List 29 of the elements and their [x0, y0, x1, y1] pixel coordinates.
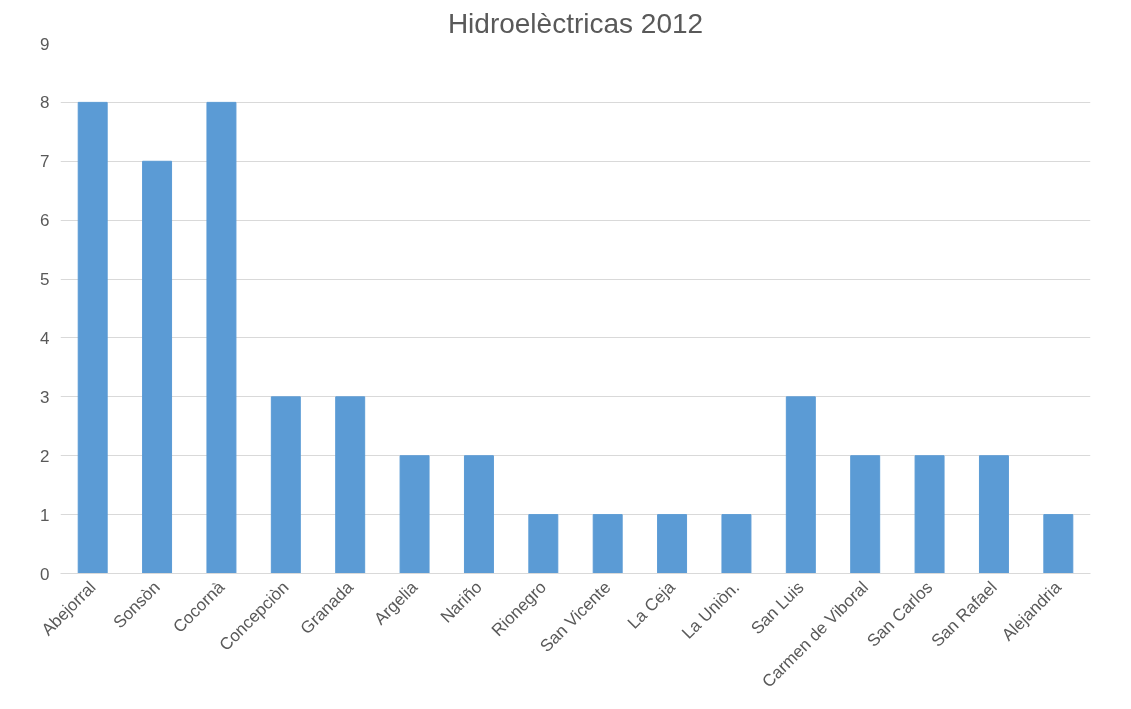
bar — [657, 514, 688, 574]
bar — [142, 160, 173, 574]
bar — [850, 455, 881, 574]
y-tick-label: 6 — [40, 211, 50, 231]
bar — [528, 514, 559, 574]
x-tick-label: San Luis — [747, 577, 808, 638]
y-tick-label: 2 — [40, 446, 50, 466]
bar — [335, 396, 366, 574]
y-tick-label: 8 — [40, 93, 50, 113]
bar — [463, 455, 494, 574]
bar — [914, 455, 945, 574]
bar — [721, 514, 752, 574]
bar — [592, 514, 623, 574]
y-tick-label: 3 — [40, 387, 50, 407]
bar — [77, 101, 108, 574]
y-tick-label: 1 — [40, 505, 50, 525]
y-tick-label: 7 — [40, 152, 50, 172]
x-tick-label: La Ceja — [623, 577, 680, 633]
y-tick-label: 4 — [40, 328, 50, 348]
y-tick-label: 5 — [40, 270, 50, 290]
bar — [206, 101, 237, 574]
bar — [1043, 514, 1074, 574]
chart-title: Hidroelèctricas 2012 — [447, 7, 704, 39]
bar — [399, 455, 430, 574]
y-tick-label: 9 — [40, 34, 50, 54]
y-tick-label: 0 — [40, 564, 50, 584]
bar — [270, 396, 301, 574]
bar — [785, 396, 816, 574]
bar — [978, 455, 1009, 574]
